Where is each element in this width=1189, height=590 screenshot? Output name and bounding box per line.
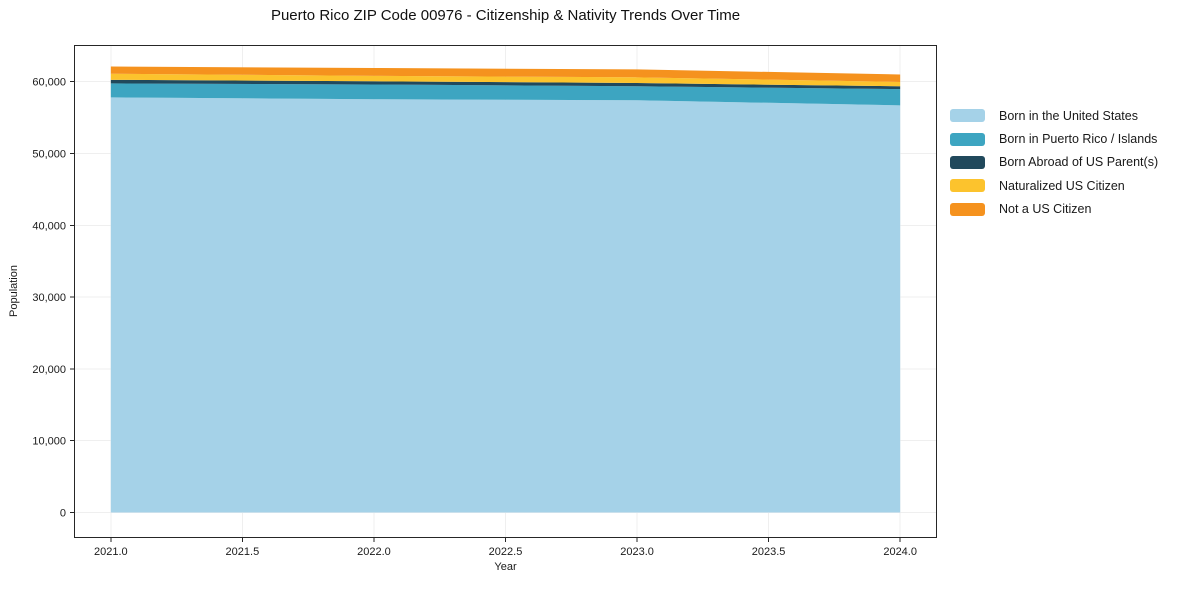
y-tick-label: 60,000 [32,77,66,89]
x-tick-label: 2024.0 [883,546,917,558]
legend-item: Born in Puerto Rico / Islands [950,127,1158,150]
y-axis-label: Population [8,265,20,317]
legend-label: Born in Puerto Rico / Islands [999,132,1158,147]
y-tick-label: 10,000 [32,436,66,448]
legend-item: Born Abroad of US Parent(s) [950,151,1158,174]
legend-item: Born in the United States [950,104,1158,127]
chart-title: Puerto Rico ZIP Code 00976 - Citizenship… [270,7,741,24]
legend-swatch-not-citizen [950,202,985,216]
stacked-area-4 [110,66,901,82]
x-tick-label: 2022.0 [357,546,391,558]
stacked-area-1 [110,83,901,106]
stacked-area-2 [110,79,901,90]
y-tick-label: 40,000 [32,220,66,232]
legend-swatch-born-abroad [950,155,985,169]
x-axis-label: Year [494,561,517,573]
x-tick-label: 2021.0 [94,546,128,558]
y-tick-label: 50,000 [32,148,66,160]
y-tick-label: 20,000 [32,364,66,376]
y-tick-label: 30,000 [32,292,66,304]
legend-label: Born Abroad of US Parent(s) [999,155,1159,170]
legend-label: Not a US Citizen [999,202,1092,217]
x-tick-label: 2023.5 [752,546,786,558]
stacked-area-3 [110,73,901,87]
x-tick-label: 2021.5 [226,546,260,558]
x-tick-label: 2022.5 [489,546,523,558]
legend-swatch-born-in-pr-islands [950,132,985,146]
legend-label: Born in the United States [999,108,1138,123]
y-tick-label: 0 [60,508,66,520]
x-tick-label: 2023.0 [620,546,654,558]
legend-label: Naturalized US Citizen [999,178,1125,193]
stacked-area-0 [110,97,901,513]
legend-swatch-born-in-us [950,109,985,123]
legend-item: Naturalized US Citizen [950,174,1158,197]
plot-border [74,45,937,538]
legend: Born in the United States Born in Puerto… [950,104,1158,221]
legend-item: Not a US Citizen [950,198,1158,221]
legend-swatch-naturalized [950,179,985,193]
